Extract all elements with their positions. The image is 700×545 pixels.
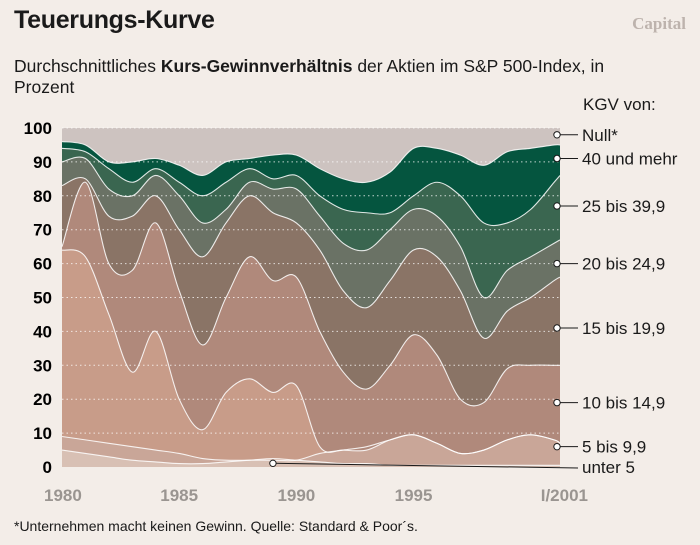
y-tick-label: 70 [33, 221, 52, 240]
area-null [62, 141, 560, 226]
series-label-20-bis-249: 20 bis 24,9 [582, 255, 665, 274]
area-15-bis-199 [62, 182, 560, 454]
x-axis: 1980 1985 1990 1995 I/2001 [44, 486, 588, 505]
y-tick-label: 30 [33, 356, 52, 375]
subtitle-text-bold: Kurs-Gewinnverhältnis [160, 56, 353, 76]
brand-logo: Capital [632, 14, 686, 33]
area-10-bis-149 [62, 249, 560, 461]
boundary-20-bis-249 [61, 177, 561, 339]
boundary-15-bis-199 [61, 181, 560, 407]
legend-heading: KGV von: [583, 95, 656, 114]
y-tick-label: 60 [33, 255, 52, 274]
label-leader-line [272, 462, 579, 469]
x-tick-label: 1980 [44, 486, 82, 505]
x-tick-label: 1985 [160, 486, 198, 505]
y-tick-label: 40 [33, 322, 52, 341]
y-tick-label: 0 [43, 458, 52, 477]
x-tick-label: I/2001 [541, 486, 588, 505]
subtitle-text-pre: Durchschnittliches [14, 56, 161, 76]
x-tick-label: 1990 [277, 486, 315, 505]
area-20-bis-249 [62, 177, 560, 406]
y-axis: 0 10 20 30 40 50 60 70 80 90 100 [24, 119, 52, 477]
label-marker [553, 398, 561, 407]
subtitle-text-post: der Aktien im S&P 500-Index, in Prozent [14, 56, 605, 97]
series-label-null: Null* [582, 126, 618, 145]
boundary-lines [61, 141, 561, 466]
boundary-40-und-mehr [61, 147, 561, 227]
y-tick-label: 100 [24, 119, 52, 138]
label-marker [553, 324, 561, 332]
area-40-und-mehr [62, 148, 560, 298]
gridlines [62, 127, 560, 434]
y-tick-label: 10 [33, 424, 52, 443]
label-marker [553, 202, 561, 210]
series-label-10-bis-149: 10 bis 14,9 [582, 394, 665, 413]
chart-subtitle: Durchschnittliches Kurs-Gewinnverhältnis… [14, 56, 654, 98]
series-label-40-und-mehr: 40 und mehr [582, 150, 678, 169]
boundary-unter-5 [61, 449, 560, 466]
boundary-10-bis-149 [61, 249, 561, 455]
footnote: *Unternehmen macht keinen Gewinn. Quelle… [14, 518, 418, 534]
label-marker [269, 459, 277, 468]
y-tick-label: 90 [33, 153, 52, 172]
series-label-15-bis-199: 15 bis 19,9 [582, 319, 665, 338]
y-tick-label: 20 [33, 390, 52, 409]
area-layers [62, 141, 560, 467]
series-label-unter-5: unter 5 [582, 458, 635, 477]
boundary-25-bis-399 [61, 156, 561, 299]
label-marker [553, 259, 561, 268]
area-5-bis-99 [62, 434, 560, 466]
series-label-25-bis-399: 25 bis 39,9 [582, 197, 665, 216]
boundary-null [61, 141, 561, 184]
label-marker [553, 442, 561, 451]
series-label-5-bis-99: 5 bis 9,9 [582, 438, 646, 457]
y-tick-label: 80 [33, 187, 52, 206]
series-labels: Null* 40 und mehr 25 bis 39,9 20 bis 24,9 15… [269, 126, 678, 477]
x-tick-label: 1995 [395, 486, 433, 505]
label-marker [553, 131, 561, 139]
label-marker [553, 154, 561, 163]
y-tick-label: 50 [33, 289, 52, 308]
chart-title: Teuerungs-Kurve [14, 6, 215, 34]
